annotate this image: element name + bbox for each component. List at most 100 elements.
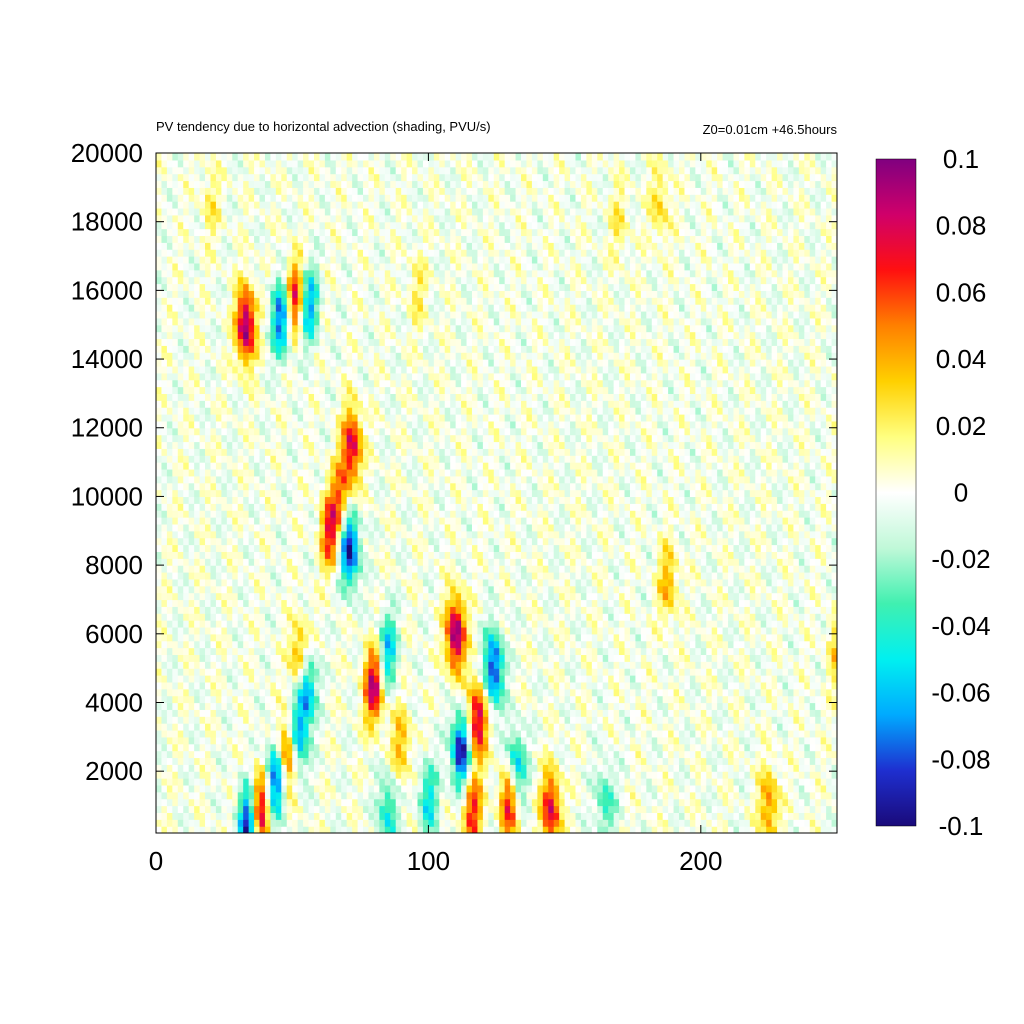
heatmap-cell [798,592,805,601]
heatmap-cell [433,778,440,786]
heatmap-cell [270,654,277,662]
heatmap-cell [384,764,391,772]
heatmap-cell [689,688,696,697]
heatmap-cell [237,723,244,731]
heatmap-cell [760,633,767,642]
heatmap-cell [313,626,321,635]
heatmap-cell [793,764,800,772]
heatmap-cell [733,764,740,772]
heatmap-cell [281,675,288,683]
heatmap-cell [379,688,386,697]
heatmap-cell [172,798,179,807]
heatmap-cell [679,565,686,573]
heatmap-cell [526,709,533,717]
heatmap-cell [488,613,495,621]
heatmap-cell [809,778,816,786]
heatmap-cell [221,592,228,601]
heatmap-cell [264,626,272,635]
heatmap-cell [804,675,811,683]
heatmap-cell [292,675,299,683]
heatmap-cell [156,654,163,662]
heatmap-cell [166,709,173,717]
heatmap-cell [493,819,500,827]
heatmap-cell [177,778,184,786]
heatmap-cell [221,640,228,649]
heatmap-cell [602,640,609,649]
heatmap-cell [368,599,375,607]
heatmap-cell [177,702,184,710]
heatmap-cell [744,668,751,676]
heatmap-cell [570,702,577,710]
heatmap-cell [809,695,816,704]
heatmap-cell [215,675,222,683]
heatmap-cell [673,764,680,772]
heatmap-cell [722,771,729,779]
heatmap-cell [352,668,359,676]
heatmap-cell [210,805,217,813]
heatmap-cell [450,668,457,676]
heatmap-cell [499,723,506,731]
heatmap-cell [194,661,201,669]
heatmap-cell [815,736,822,745]
heatmap-cell [684,681,691,690]
heatmap-cell [662,681,669,690]
heatmap-cell [521,620,528,628]
heatmap-cell [482,798,489,807]
heatmap-cell [319,668,326,676]
heatmap-cell [455,620,462,628]
heatmap-cell [559,750,566,759]
heatmap-cell [564,688,571,697]
heatmap-cell [515,571,522,580]
heatmap-cell [662,571,669,580]
heatmap-cell [570,778,577,786]
heatmap-cell [700,626,707,635]
heatmap-cell [684,571,691,580]
heatmap-cell [700,729,707,738]
heatmap-cell [831,736,837,745]
heatmap-cell [624,709,631,717]
heatmap-cell [259,750,266,759]
heatmap-cell [521,729,528,738]
heatmap-cell [499,613,506,621]
heatmap-cell [237,668,244,676]
heatmap-cell [766,620,773,628]
heatmap-cell [695,668,702,676]
heatmap-cell [809,681,816,690]
heatmap-cell [319,736,326,745]
heatmap-cell [488,565,495,573]
heatmap-cell [717,819,724,827]
heatmap-cell [537,654,544,662]
heatmap-cell [455,675,462,683]
heatmap-cell [286,668,293,676]
heatmap-cell [798,791,805,800]
heatmap-cell [264,784,272,793]
heatmap-cell [820,791,827,800]
heatmap-cell [308,592,315,601]
heatmap-cell [433,592,440,601]
heatmap-cell [335,764,342,772]
heatmap-cell [379,757,386,765]
heatmap-cell [471,578,479,587]
heatmap-cell [526,661,533,669]
heatmap-cell [270,578,277,587]
heatmap-cell [602,647,609,656]
heatmap-cell [482,716,489,724]
heatmap-cell [804,668,811,676]
heatmap-cell [728,654,735,662]
heatmap-cell [422,736,429,745]
heatmap-cell [564,654,571,662]
heatmap-cell [706,620,713,628]
heatmap-cell [488,812,495,820]
heatmap-cell [379,791,386,800]
heatmap-cell [537,791,544,800]
heatmap-cell [591,757,598,765]
heatmap-cell [700,757,707,765]
heatmap-cell [433,681,440,690]
heatmap-cell [662,743,669,752]
heatmap-cell [717,729,724,738]
heatmap-cell [531,709,538,717]
heatmap-cell [166,558,173,566]
heatmap-cell [292,709,299,717]
heatmap-cell [711,695,718,704]
heatmap-cell [194,620,201,628]
